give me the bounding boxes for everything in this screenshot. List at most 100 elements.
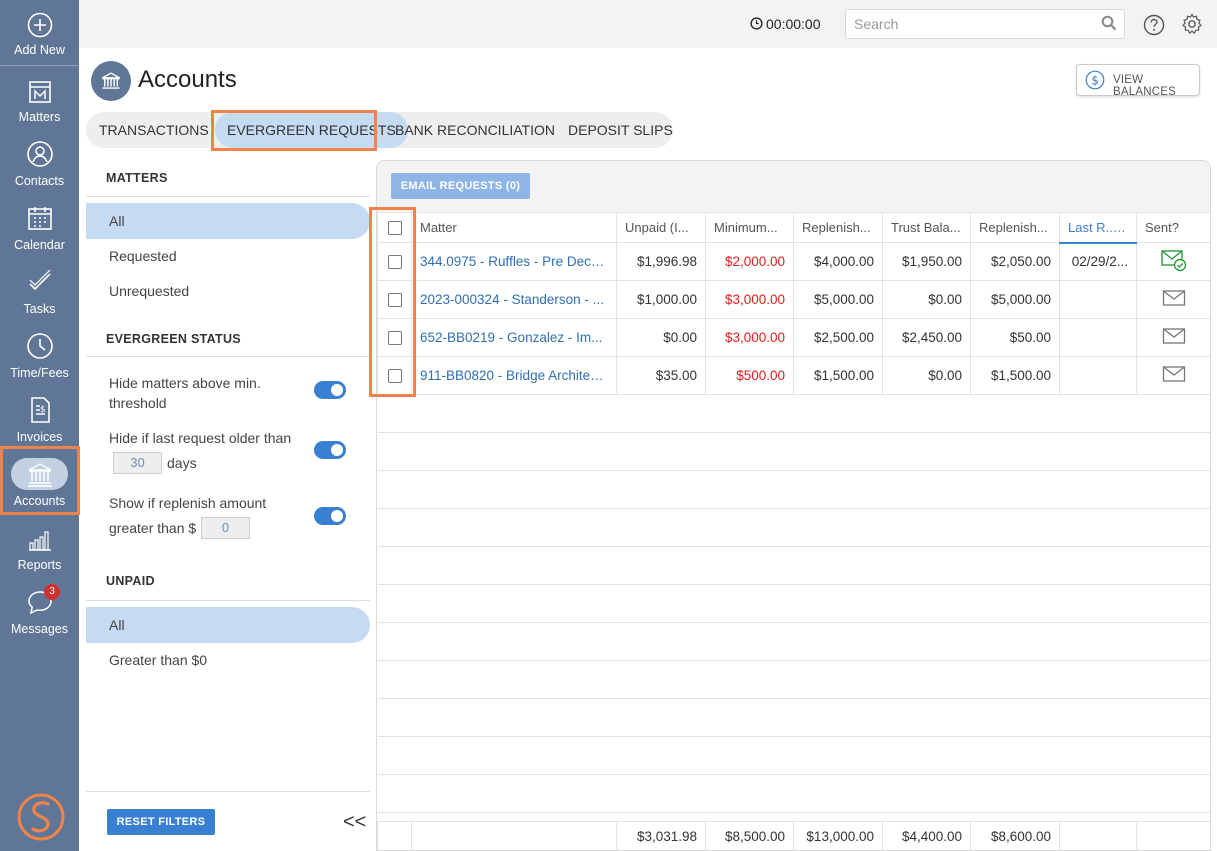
- nav-item-matters[interactable]: Matters: [0, 74, 79, 138]
- nav-label-matters: Matters: [18, 110, 61, 124]
- col-replenish-amount[interactable]: Replenish...: [970, 212, 1060, 243]
- view-balances-label: VIEW BALANCES: [1113, 74, 1176, 98]
- last-request-cell: 02/29/2...: [1059, 242, 1137, 281]
- totals-blank-cell: [377, 821, 412, 850]
- matter-link[interactable]: 344.0975 - Ruffles - Pre Decree: [411, 242, 617, 281]
- row-checkbox[interactable]: [387, 331, 402, 346]
- empty-row: [377, 470, 1210, 509]
- nav-item-calendar[interactable]: Calendar: [0, 202, 79, 266]
- row-checkbox-cell[interactable]: [377, 242, 412, 281]
- collapse-panel-button[interactable]: <<: [343, 811, 367, 833]
- days-input[interactable]: 30: [113, 452, 162, 474]
- contacts-icon: [27, 141, 53, 167]
- sent-cell: [1136, 356, 1210, 395]
- email-icon[interactable]: [1162, 327, 1186, 345]
- row-checkbox-cell[interactable]: [377, 280, 412, 319]
- matter-link[interactable]: 2023-000324 - Standerson - ...: [411, 280, 617, 319]
- email-sent-icon[interactable]: [1160, 248, 1188, 272]
- search-input[interactable]: [845, 9, 1125, 39]
- nav-item-reports[interactable]: Reports: [0, 522, 79, 586]
- reset-filters-button[interactable]: RESET FILTERS: [107, 809, 215, 835]
- empty-row: [377, 736, 1210, 775]
- view-balances-button[interactable]: $ VIEW BALANCES: [1076, 64, 1200, 98]
- nav-label-calendar: Calendar: [14, 238, 65, 252]
- nav-label-invoices: Invoices: [16, 430, 63, 444]
- col-minimum[interactable]: Minimum...: [705, 212, 794, 243]
- table-row[interactable]: 344.0975 - Ruffles - Pre Decree $1,996.9…: [377, 242, 1210, 281]
- nav-item-accounts[interactable]: Accounts: [0, 450, 79, 514]
- top-bar: 00:00:00: [79, 0, 1217, 48]
- unpaid-filter-greater-than-zero[interactable]: Greater than $0: [109, 652, 208, 668]
- show-replenish-toggle[interactable]: [314, 507, 346, 525]
- col-trust-balance[interactable]: Trust Bala...: [882, 212, 971, 243]
- total-minimum: $8,500.00: [705, 821, 794, 850]
- nav-item-tasks[interactable]: Tasks: [0, 266, 79, 330]
- col-replenish[interactable]: Replenish...: [793, 212, 883, 243]
- totals-blank-cell: [1136, 821, 1210, 850]
- calendar-icon: [28, 207, 52, 230]
- total-trust-balance: $4,400.00: [882, 821, 971, 850]
- sent-cell: [1136, 318, 1210, 357]
- totals-row: $3,031.98 $8,500.00 $13,000.00 $4,400.00…: [377, 821, 1210, 850]
- filters-panel: MATTERS All Requested Unrequested EVERGR…: [86, 160, 370, 851]
- unpaid-cell: $1,000.00: [616, 280, 706, 319]
- unpaid-filter-title: UNPAID: [106, 574, 155, 588]
- select-all-checkbox[interactable]: [387, 221, 402, 236]
- select-all-cell[interactable]: [377, 212, 412, 243]
- help-icon[interactable]: [1143, 14, 1165, 36]
- total-replenish-amount: $8,600.00: [970, 821, 1060, 850]
- unpaid-filter-all[interactable]: All: [86, 607, 370, 643]
- email-requests-button[interactable]: EMAIL REQUESTS (0): [391, 173, 530, 199]
- hide-above-min-toggle[interactable]: [314, 381, 346, 399]
- matters-filter-title: MATTERS: [106, 171, 168, 185]
- nav-item-invoices[interactable]: $ Invoices: [0, 394, 79, 458]
- row-checkbox-cell[interactable]: [377, 318, 412, 357]
- gear-icon[interactable]: [1181, 13, 1203, 35]
- matters-icon: [29, 81, 51, 103]
- row-checkbox[interactable]: [387, 369, 402, 384]
- email-icon[interactable]: [1162, 365, 1186, 383]
- nav-item-time-fees[interactable]: Time/Fees: [0, 330, 79, 394]
- timer-display[interactable]: 00:00:00: [766, 16, 821, 32]
- empty-row: [377, 774, 1210, 813]
- tab-evergreen-requests[interactable]: EVERGREEN REQUESTS: [215, 112, 408, 148]
- add-new-button[interactable]: Add New: [0, 0, 79, 66]
- col-unpaid[interactable]: Unpaid (I...: [616, 212, 706, 243]
- col-matter[interactable]: Matter: [411, 212, 617, 243]
- nav-label-messages: Messages: [11, 622, 68, 636]
- table-row[interactable]: 911-BB0820 - Bridge Architec... $35.00 $…: [377, 356, 1210, 395]
- tab-bank-reconciliation[interactable]: BANK RECONCILIATION: [395, 122, 555, 138]
- divider: [86, 196, 370, 197]
- tab-transactions[interactable]: TRANSACTIONS: [99, 122, 209, 138]
- table-row[interactable]: 652-BB0219 - Gonzalez - Im... $0.00 $3,0…: [377, 318, 1210, 357]
- tab-deposit-slips[interactable]: DEPOSIT SLIPS: [568, 122, 673, 138]
- row-checkbox[interactable]: [387, 255, 402, 270]
- replenish-cell: $2,500.00: [793, 318, 883, 357]
- trust-balance-cell: $0.00: [882, 280, 971, 319]
- hide-above-min-label-2: threshold: [109, 395, 167, 411]
- matters-filter-requested[interactable]: Requested: [109, 248, 177, 264]
- row-checkbox[interactable]: [387, 293, 402, 308]
- matter-link[interactable]: 911-BB0820 - Bridge Architec...: [411, 356, 617, 395]
- search-icon[interactable]: [1101, 15, 1117, 31]
- left-nav: Add New Matters Contacts Calendar Tasks …: [0, 0, 79, 851]
- row-checkbox-cell[interactable]: [377, 356, 412, 395]
- replenish-amount-cell: $50.00: [970, 318, 1060, 357]
- table-row[interactable]: 2023-000324 - Standerson - ... $1,000.00…: [377, 280, 1210, 319]
- nav-item-contacts[interactable]: Contacts: [0, 138, 79, 202]
- col-last-request[interactable]: Last R... ▼: [1059, 212, 1137, 244]
- matters-filter-unrequested[interactable]: Unrequested: [109, 283, 190, 299]
- replenish-cell: $1,500.00: [793, 356, 883, 395]
- empty-row: [377, 546, 1210, 585]
- last-request-cell: [1059, 356, 1137, 395]
- col-sent[interactable]: Sent?: [1136, 212, 1210, 243]
- empty-row: [377, 622, 1210, 661]
- matter-link[interactable]: 652-BB0219 - Gonzalez - Im...: [411, 318, 617, 357]
- nav-label-tasks: Tasks: [23, 302, 56, 316]
- matters-filter-all[interactable]: All: [86, 203, 370, 239]
- hide-older-toggle[interactable]: [314, 441, 346, 459]
- email-icon[interactable]: [1162, 289, 1186, 307]
- stopwatch-icon[interactable]: [750, 17, 763, 30]
- replenish-amount-input[interactable]: 0: [201, 517, 250, 539]
- nav-item-messages[interactable]: Messages: [0, 586, 79, 650]
